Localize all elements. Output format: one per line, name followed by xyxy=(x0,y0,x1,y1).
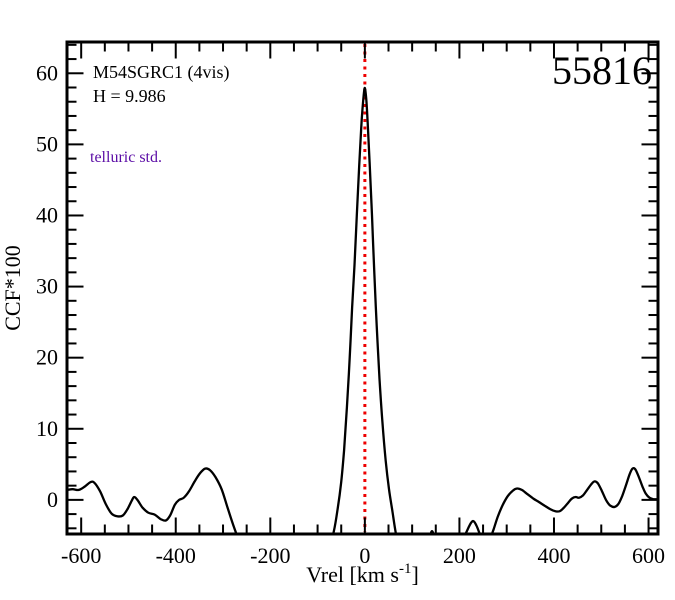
x-tick-label: -400 xyxy=(156,543,196,568)
x-axis-label: Vrel [km s-1] xyxy=(306,561,419,587)
x-tick-label: -600 xyxy=(61,543,101,568)
y-tick-labels: 0 10 20 30 40 50 60 xyxy=(36,60,58,512)
x-tick-label: 0 xyxy=(359,543,370,568)
y-tick-label: 20 xyxy=(36,345,58,370)
x-tick-label: -200 xyxy=(250,543,290,568)
h-magnitude-label: H = 9.986 xyxy=(93,86,166,106)
y-tick-label: 40 xyxy=(36,202,58,227)
target-name-label: M54SGRC1 (4vis) xyxy=(93,62,230,82)
y-tick-label: 0 xyxy=(47,487,58,512)
y-tick-label: 30 xyxy=(36,274,58,299)
x-tick-labels: -600 -400 -200 0 200 400 600 xyxy=(61,543,665,568)
axis-ticks xyxy=(68,43,657,533)
telluric-std-note: telluric std. xyxy=(90,149,162,166)
x-tick-label: 600 xyxy=(632,543,665,568)
y-tick-label: 10 xyxy=(36,416,58,441)
axes-frame xyxy=(65,40,660,536)
ccf-curve xyxy=(68,86,657,533)
x-tick-label: 400 xyxy=(537,543,570,568)
y-tick-label: 60 xyxy=(36,60,58,85)
y-tick-label: 50 xyxy=(36,131,58,156)
y-axis-label: CCF*100 xyxy=(0,245,25,331)
mjd-epoch-label: 55816 xyxy=(552,48,652,93)
x-tick-label: 200 xyxy=(443,543,476,568)
